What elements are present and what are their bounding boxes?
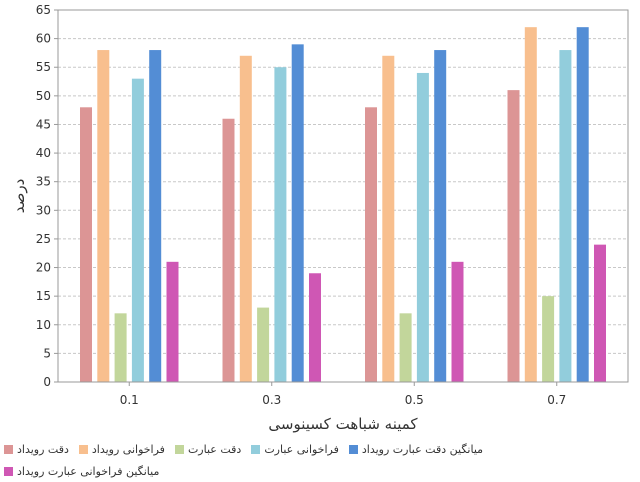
x-tick-label: 0.5: [405, 393, 424, 407]
bar-series-1-cat-1: [239, 55, 252, 383]
bar-series-0-cat-0: [80, 107, 92, 383]
y-tick-label: 0: [43, 375, 51, 389]
x-tick-label: 0.1: [120, 393, 139, 407]
legend-label: دقت رویداد: [17, 442, 69, 456]
bar-series-5-cat-3: [594, 244, 606, 382]
bar-series-2-cat-3: [542, 296, 555, 382]
legend-label: فراخوانی عبارت: [264, 442, 339, 456]
bar-series-2-cat-1: [257, 307, 270, 382]
y-tick-label: 5: [43, 346, 51, 360]
bar-series-0-cat-3: [507, 90, 520, 382]
bar-series-1-cat-3: [524, 27, 537, 383]
bar-series-0-cat-2: [365, 107, 377, 383]
y-tick-label: 40: [36, 146, 51, 160]
x-axis-title: کمینه شباهت کسینوسی: [268, 415, 418, 433]
y-axis-ticks: 0 5 10 15 20 25 30 35 40 45 50 55 60 65: [36, 3, 58, 389]
x-axis-ticks: 0.1 0.3 0.5 0.7: [120, 382, 566, 407]
legend-row: میانگین فراخوانی عبارت رویداد: [4, 460, 636, 482]
y-tick-label: 50: [36, 89, 51, 103]
legend-label: میانگین دقت عبارت رویداد: [361, 442, 484, 456]
legend-item: میانگین فراخوانی عبارت رویداد: [4, 465, 159, 478]
bar-series-4-cat-1: [291, 44, 304, 382]
bar-series-4-cat-0: [149, 50, 162, 383]
y-tick-label: 20: [36, 261, 51, 275]
legend-item: دقت رویداد: [4, 443, 69, 456]
legend: دقت رویداد فراخوانی رویداد دقت عبارت فراخوا…: [4, 438, 636, 482]
bar-series-4-cat-3: [576, 27, 589, 383]
bar-series-2-cat-0: [114, 313, 127, 382]
bar-series-2-cat-2: [399, 313, 412, 382]
y-tick-label: 30: [36, 203, 51, 217]
y-tick-label: 60: [36, 32, 51, 46]
bar-series-3-cat-2: [416, 72, 429, 382]
bars: [80, 27, 606, 383]
legend-item: فراخوانی رویداد: [78, 442, 165, 456]
y-axis-title: درصد: [10, 179, 28, 214]
legend-label: میانگین فراخوانی عبارت رویداد: [17, 464, 160, 478]
bar-series-5-cat-2: [451, 261, 464, 382]
plot-frame: [57, 9, 629, 383]
y-tick-label: 45: [36, 117, 51, 131]
y-tick-label: 55: [36, 60, 51, 74]
legend-swatch: [174, 444, 184, 454]
bar-series-3-cat-3: [559, 50, 572, 383]
legend-row: دقت رویداد فراخوانی رویداد دقت عبارت فراخوا…: [4, 438, 636, 460]
legend-label: دقت عبارت: [187, 442, 242, 456]
bar-series-3-cat-1: [274, 67, 287, 382]
legend-swatch: [78, 444, 88, 454]
bar-series-1-cat-0: [97, 50, 110, 383]
y-tick-label: 15: [36, 289, 51, 303]
bar-series-3-cat-0: [131, 78, 144, 382]
y-tick-label: 35: [36, 175, 51, 189]
bar-series-0-cat-1: [222, 118, 235, 382]
y-tick-label: 10: [36, 318, 51, 332]
legend-swatch: [4, 444, 13, 454]
bar-series-1-cat-2: [382, 55, 395, 383]
y-tick-label: 65: [36, 3, 51, 17]
x-tick-label: 0.3: [262, 393, 281, 407]
x-tick-label: 0.7: [547, 393, 566, 407]
bar-series-5-cat-0: [166, 261, 179, 382]
legend-swatch: [251, 444, 261, 454]
legend-item: فراخوانی عبارت: [251, 443, 339, 456]
bar-series-4-cat-2: [434, 50, 447, 383]
legend-swatch: [348, 444, 358, 454]
bar-series-5-cat-1: [309, 273, 321, 382]
legend-item: میانگین دقت عبارت رویداد: [348, 442, 484, 456]
legend-item: دقت عبارت: [174, 442, 242, 456]
legend-swatch: [4, 466, 13, 476]
legend-label: فراخوانی رویداد: [91, 442, 165, 456]
y-tick-label: 25: [36, 232, 51, 246]
